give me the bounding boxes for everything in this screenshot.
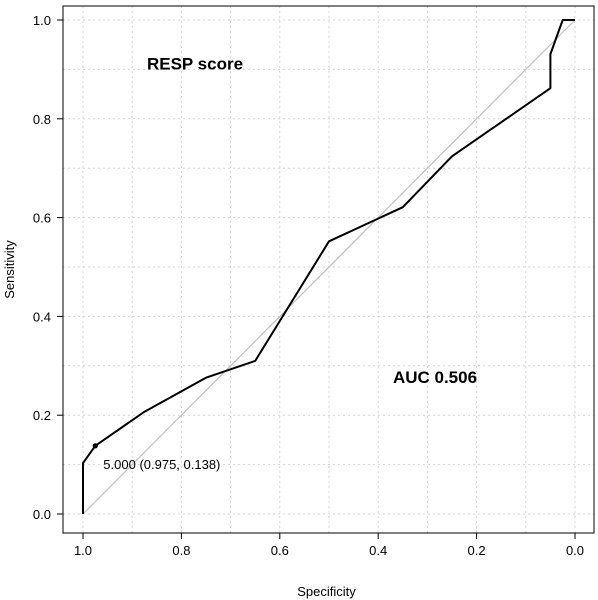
- y-tick-label: 0.8: [33, 112, 51, 127]
- diagonal-reference-line: [82, 19, 576, 515]
- chart-annotation-auc: AUC 0.506: [393, 368, 477, 387]
- x-axis: 1.0 0.8 0.6 0.4 0.2 0.0: [74, 533, 584, 558]
- y-axis: 0.0 0.2 0.4 0.6 0.8 1.0: [33, 13, 63, 522]
- plot-border: [62, 5, 595, 534]
- x-tick-label: 0.4: [369, 543, 387, 558]
- threshold-point: [92, 443, 98, 449]
- threshold-point-label: 5.000 (0.975, 0.138): [103, 457, 220, 472]
- y-tick-label: 0.6: [33, 211, 51, 226]
- x-tick-label: 0.2: [468, 543, 486, 558]
- x-axis-title: Specificity: [297, 584, 356, 599]
- x-tick-label: 0.0: [566, 543, 584, 558]
- chart-annotation-score-name: RESP score: [147, 54, 243, 73]
- x-tick-label: 0.8: [172, 543, 190, 558]
- x-tick-label: 0.6: [271, 543, 289, 558]
- y-tick-label: 0.0: [33, 507, 51, 522]
- y-tick-label: 1.0: [33, 13, 51, 28]
- y-axis-title: Sensitivity: [2, 240, 17, 299]
- y-tick-label: 0.2: [33, 408, 51, 423]
- y-tick-label: 0.4: [33, 309, 51, 324]
- x-tick-label: 1.0: [74, 543, 92, 558]
